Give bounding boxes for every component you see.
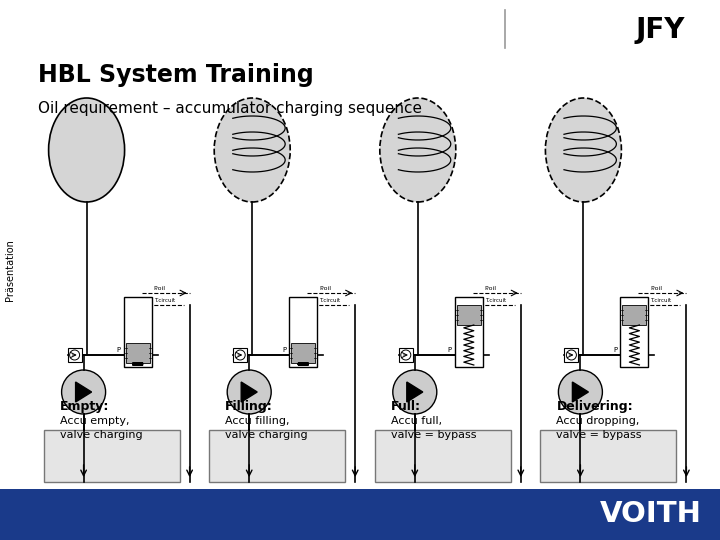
Text: valve = bypass: valve = bypass [391,430,477,440]
Ellipse shape [48,98,125,202]
Bar [44,430,179,482]
Bar [564,348,578,362]
Ellipse shape [215,98,290,202]
Circle shape [393,370,437,414]
Bar [455,297,483,367]
Bar [68,348,81,362]
Bar [125,343,150,363]
Circle shape [235,350,246,360]
Bar [375,430,510,482]
Text: Accu filling,: Accu filling, [225,416,289,426]
Text: Präsentation: Präsentation [5,239,15,301]
Bar [124,297,152,367]
Bar [541,430,676,482]
Circle shape [62,370,106,414]
Bar [399,348,413,362]
Text: P.oil: P.oil [485,286,497,291]
Polygon shape [76,382,91,402]
Text: P.oil: P.oil [153,286,166,291]
Text: Filling:: Filling: [225,400,273,413]
Polygon shape [572,382,588,402]
Text: P: P [117,347,121,353]
Text: Oil requirement – accumulator charging sequence: Oil requirement – accumulator charging s… [38,100,422,116]
Text: P: P [613,347,618,353]
Bar [210,430,345,482]
Text: valve charging: valve charging [225,430,308,440]
Ellipse shape [380,98,456,202]
Text: Full:: Full: [391,400,420,413]
Text: JFY: JFY [635,16,685,44]
Text: T.circuit: T.circuit [485,298,506,303]
Bar [233,348,247,362]
Text: Accu empty,: Accu empty, [60,416,129,426]
Bar [622,305,647,325]
Text: T.circuit: T.circuit [319,298,341,303]
Polygon shape [407,382,423,402]
Text: HBL System Training: HBL System Training [38,63,314,87]
Text: P.oil: P.oil [319,286,331,291]
Text: valve charging: valve charging [60,430,143,440]
Text: VOITH: VOITH [600,501,702,529]
Text: T.circuit: T.circuit [650,298,672,303]
Polygon shape [241,382,257,402]
Circle shape [401,350,411,360]
Bar [456,305,481,325]
Text: Accu dropping,: Accu dropping, [557,416,640,426]
Circle shape [567,350,577,360]
Bar [621,297,649,367]
Bar [289,297,318,367]
Text: P: P [282,347,287,353]
Text: Empty:: Empty: [60,400,109,413]
Text: Accu full,: Accu full, [391,416,442,426]
Bar [0,489,720,540]
Circle shape [70,350,80,360]
Text: valve = bypass: valve = bypass [557,430,642,440]
Text: Delivering:: Delivering: [557,400,633,413]
Circle shape [228,370,271,414]
Bar [291,343,315,363]
Ellipse shape [546,98,621,202]
Circle shape [559,370,603,414]
Text: P.oil: P.oil [650,286,662,291]
Text: T.circuit: T.circuit [153,298,175,303]
Text: P: P [448,347,452,353]
